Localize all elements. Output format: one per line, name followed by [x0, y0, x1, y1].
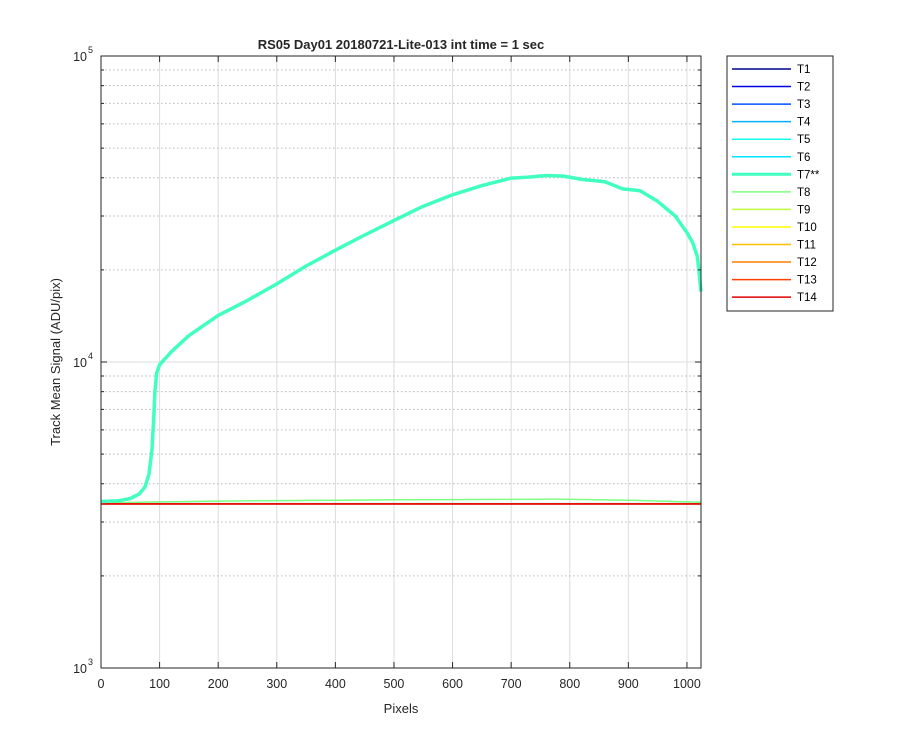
grid-layer [100, 55, 701, 669]
y-tick-label: 10 [73, 662, 87, 676]
legend-label: T3 [797, 99, 810, 111]
legend-label: T1 [797, 64, 810, 76]
x-tick-label: 900 [618, 677, 639, 691]
legend-entries: T1 T2 T3 T4 T5 T6 T7** T8 T9 T10 T11 T12 T13 T14 [732, 64, 820, 304]
x-tick-label: 400 [325, 677, 346, 691]
x-tick-label: 0 [98, 677, 105, 691]
legend-label: T2 [797, 82, 810, 94]
legend-label: T14 [797, 292, 817, 304]
chart-title: RS05 Day01 20180721-Lite-013 int time = … [258, 37, 545, 52]
legend-label: T6 [797, 152, 810, 164]
legend-label: T5 [797, 134, 810, 146]
y-tick-label-exponent: 4 [88, 351, 93, 361]
y-tick-label: 10 [73, 50, 87, 64]
series-line-t8 [100, 498, 702, 504]
legend-label: T9 [797, 204, 810, 216]
legend-label: T7** [797, 169, 820, 181]
x-tick-label: 500 [384, 677, 405, 691]
series-layer [100, 173, 703, 505]
legend-label: T11 [797, 240, 816, 252]
legend-label: T12 [797, 257, 817, 269]
legend-box [726, 55, 834, 312]
y-tick-label-exponent: 3 [88, 657, 93, 667]
legend-label: T13 [797, 275, 817, 287]
y-tick-label: 10 [73, 356, 87, 370]
legend-label: T8 [797, 187, 810, 199]
x-tick-label: 1000 [673, 677, 701, 691]
x-tick-label: 600 [442, 677, 463, 691]
x-tick-label: 300 [266, 677, 287, 691]
legend-label: T10 [797, 222, 817, 234]
series-line-t7 [100, 173, 703, 504]
x-tick-label: 700 [501, 677, 522, 691]
y-tick-label-exponent: 5 [88, 45, 93, 55]
x-tick-label: 200 [208, 677, 229, 691]
legend: T1 T2 T3 T4 T5 T6 T7** T8 T9 T10 T11 T12 T13 T14 [726, 55, 834, 312]
y-axis-label: Track Mean Signal (ADU/pix) [48, 278, 63, 446]
legend-label: T4 [797, 117, 811, 129]
x-axis-label: Pixels [384, 701, 419, 716]
x-tick-label: 800 [559, 677, 580, 691]
x-tick-label: 100 [149, 677, 170, 691]
